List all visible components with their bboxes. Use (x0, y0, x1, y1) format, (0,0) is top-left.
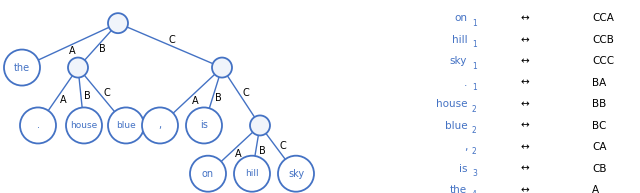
Circle shape (190, 156, 226, 192)
Text: is: is (200, 120, 208, 130)
Circle shape (4, 50, 40, 85)
Text: B: B (259, 146, 266, 156)
Text: A: A (235, 149, 241, 159)
Text: ,: , (464, 142, 467, 152)
Circle shape (278, 156, 314, 192)
Circle shape (186, 108, 222, 143)
Circle shape (142, 108, 178, 143)
Text: on: on (454, 14, 467, 23)
Text: hill: hill (245, 169, 259, 178)
Text: BB: BB (592, 99, 606, 109)
Text: C: C (169, 35, 176, 45)
Text: C: C (103, 88, 110, 98)
Circle shape (108, 108, 144, 143)
Text: ↔: ↔ (520, 163, 529, 174)
Text: B: B (215, 93, 222, 103)
Text: C: C (280, 141, 286, 151)
Text: sky: sky (450, 56, 467, 66)
Text: ↔: ↔ (520, 56, 529, 66)
Text: B: B (99, 44, 106, 54)
Text: CCA: CCA (592, 14, 614, 23)
Circle shape (212, 58, 232, 78)
Text: hill: hill (452, 35, 467, 45)
Text: BA: BA (592, 78, 606, 88)
Text: ↔: ↔ (520, 185, 529, 193)
Text: A: A (60, 95, 67, 105)
Text: A: A (592, 185, 599, 193)
Text: 1: 1 (472, 19, 477, 28)
Text: 1: 1 (472, 62, 477, 71)
Circle shape (234, 156, 270, 192)
Text: .: . (464, 78, 467, 88)
Text: CCC: CCC (592, 56, 614, 66)
Circle shape (108, 13, 128, 33)
Text: on: on (202, 169, 214, 179)
Text: ↔: ↔ (520, 78, 529, 88)
Text: CB: CB (592, 163, 607, 174)
Text: house: house (70, 121, 98, 130)
Text: A: A (69, 46, 76, 56)
Text: ↔: ↔ (520, 35, 529, 45)
Text: 1: 1 (472, 40, 477, 49)
Text: A: A (192, 96, 198, 106)
Text: ,: , (159, 120, 161, 130)
Text: blue: blue (116, 121, 136, 130)
Text: the: the (14, 63, 30, 73)
Text: 2: 2 (472, 147, 477, 157)
Text: ↔: ↔ (520, 99, 529, 109)
Text: house: house (436, 99, 467, 109)
Circle shape (68, 58, 88, 78)
Circle shape (20, 108, 56, 143)
Text: 3: 3 (472, 169, 477, 178)
Text: 2: 2 (472, 126, 477, 135)
Text: .: . (36, 120, 40, 130)
Text: B: B (84, 91, 90, 101)
Text: BC: BC (592, 121, 606, 131)
Text: CA: CA (592, 142, 607, 152)
Text: the: the (450, 185, 467, 193)
Text: ↔: ↔ (520, 14, 529, 23)
Text: is: is (459, 163, 467, 174)
Text: ↔: ↔ (520, 142, 529, 152)
Text: 4: 4 (472, 190, 477, 193)
Text: 2: 2 (472, 105, 477, 113)
Text: C: C (243, 88, 250, 98)
Circle shape (66, 108, 102, 143)
Text: sky: sky (288, 169, 304, 179)
Text: 1: 1 (472, 83, 477, 92)
Circle shape (250, 115, 270, 135)
Text: ↔: ↔ (520, 121, 529, 131)
Text: CCB: CCB (592, 35, 614, 45)
Text: blue: blue (445, 121, 467, 131)
